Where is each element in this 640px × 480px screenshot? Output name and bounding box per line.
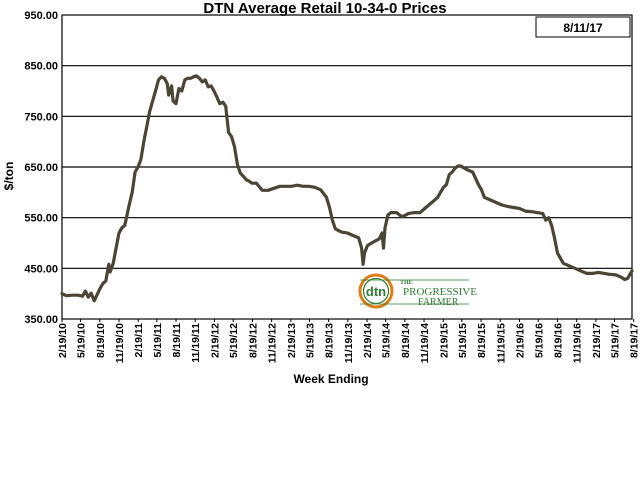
gridlines — [62, 65, 632, 269]
x-tick-label: 11/19/14 — [419, 323, 431, 363]
dtn-circle-inner — [362, 277, 390, 305]
x-tick-label: 8/19/12 — [247, 323, 259, 358]
x-tick-label: 2/19/12 — [209, 323, 221, 358]
date-badge-label: 8/11/17 — [563, 21, 603, 35]
logo-dtn-text: dtn — [366, 284, 386, 299]
x-tick-label: 2/19/10 — [57, 323, 69, 358]
series-line-0 — [60, 74, 634, 303]
logo-brand-line2: FARMER — [418, 297, 459, 308]
x-tick-label: 8/19/17 — [629, 323, 640, 358]
logo-brand-prefix: THE — [400, 280, 413, 286]
y-axis-ticks: 350.00 450.00 550.00 650.00 750.00 850.00 950.… — [24, 10, 58, 326]
x-tick-label: 5/19/13 — [304, 323, 316, 358]
y-tick-label: 750.00 — [24, 111, 58, 123]
x-axis-ticks: 2/19/10 5/19/10 8/19/10 11/19/10 2/19/11 5/19… — [57, 319, 640, 363]
x-tick-label: 5/19/14 — [381, 323, 393, 358]
y-axis-label: $/ton — [2, 162, 16, 191]
x-tick-label: 2/19/16 — [514, 323, 526, 358]
x-tick-label: 5/19/12 — [228, 323, 240, 358]
series-layer — [60, 74, 634, 303]
y-tick-label: 950.00 — [24, 10, 58, 22]
y-tick-label: 350.00 — [24, 314, 58, 326]
y-tick-label: 650.00 — [24, 162, 58, 174]
date-badge: 8/11/17 — [535, 16, 631, 38]
x-tick-label: 8/19/14 — [400, 323, 412, 358]
x-tick-label: 5/19/16 — [533, 323, 545, 358]
x-tick-label: 11/19/12 — [267, 323, 279, 363]
date-badge-box — [535, 16, 631, 38]
x-axis-label: Week Ending — [293, 372, 368, 386]
x-tick-label: 8/19/15 — [476, 323, 488, 358]
dtn-circle-icon — [358, 273, 394, 309]
x-tick-label: 2/19/14 — [362, 323, 374, 358]
x-tick-label: 2/19/13 — [286, 323, 298, 358]
plot-area — [61, 14, 633, 320]
logo-brand-line1: PROGRESSIVE — [403, 286, 477, 298]
x-tick-label: 2/19/11 — [133, 323, 145, 358]
x-tick-label: 8/19/13 — [324, 323, 336, 358]
x-tick-label: 2/19/15 — [438, 323, 450, 358]
x-tick-label: 5/19/10 — [76, 323, 88, 358]
x-tick-label: 2/19/17 — [591, 323, 603, 358]
x-tick-label: 8/19/16 — [552, 323, 564, 358]
x-tick-label: 8/19/11 — [171, 323, 183, 358]
x-tick-label: 11/19/15 — [495, 323, 507, 363]
x-tick-label: 11/19/16 — [572, 323, 584, 363]
dtn-progressive-farmer-logo: dtn THE PROGRESSIVE FARMER — [358, 273, 477, 309]
x-tick-label: 5/19/17 — [609, 323, 621, 358]
y-tick-label: 450.00 — [24, 263, 58, 275]
x-tick-label: 5/19/15 — [457, 323, 469, 358]
x-tick-label: 11/19/13 — [343, 323, 355, 363]
x-tick-label: 11/19/10 — [114, 323, 126, 363]
y-tick-label: 850.00 — [24, 61, 58, 73]
x-tick-label: 11/19/11 — [190, 323, 202, 363]
y-tick-label: 550.00 — [24, 213, 58, 225]
x-tick-label: 5/19/11 — [152, 323, 164, 358]
chart-title: DTN Average Retail 10-34-0 Prices — [203, 0, 446, 17]
x-tick-label: 8/19/10 — [95, 323, 107, 358]
